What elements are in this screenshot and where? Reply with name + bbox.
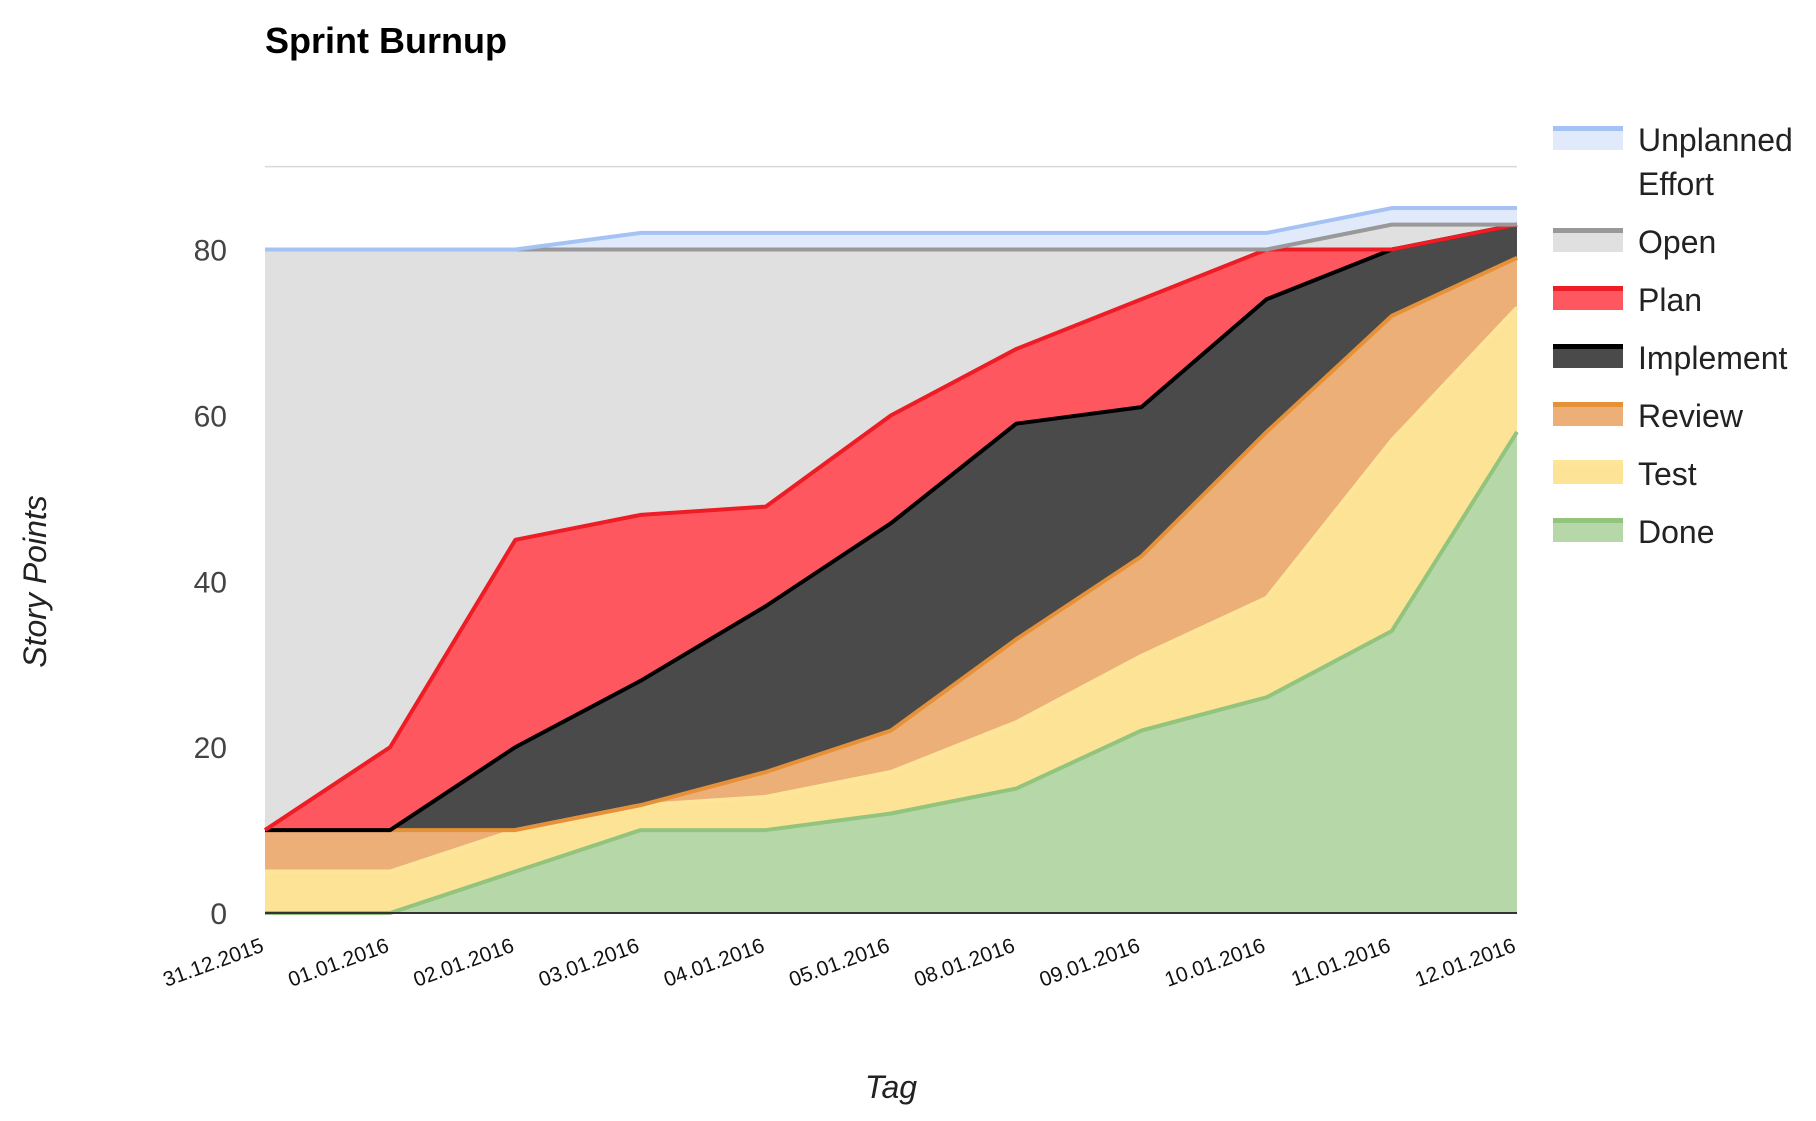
x-tick-label: 01.01.2016 xyxy=(285,934,392,992)
legend-label: Open xyxy=(1638,224,1717,260)
area-review xyxy=(265,257,1517,872)
x-axis-title: Tag xyxy=(865,1069,917,1105)
area-open xyxy=(265,224,1517,831)
line-test xyxy=(265,306,1519,874)
legend-swatch xyxy=(1553,402,1623,426)
y-tick-label: 80 xyxy=(194,235,227,268)
line-plan xyxy=(263,222,1518,832)
y-tick-label: 0 xyxy=(210,898,227,931)
y-tick-label: 60 xyxy=(194,400,227,433)
series-areas xyxy=(265,208,1517,914)
legend-item: Implement xyxy=(1553,336,1813,380)
legend-swatch xyxy=(1553,460,1623,484)
y-axis-title: Story Points xyxy=(17,495,53,668)
legend-swatch xyxy=(1553,126,1623,150)
x-tick-label: 09.01.2016 xyxy=(1036,934,1143,992)
x-tick-label: 05.01.2016 xyxy=(786,934,893,992)
x-tick-label: 11.01.2016 xyxy=(1288,934,1393,991)
legend-item: Test xyxy=(1553,452,1813,496)
legend-item: Unplanned Effort xyxy=(1553,118,1813,206)
legend-label: Done xyxy=(1638,514,1715,550)
x-tick-labels: 31.12.2015 01.01.2016 02.01.2016 03.01.2016… xyxy=(160,934,1519,992)
legend-swatch xyxy=(1553,518,1623,542)
legend-item: Plan xyxy=(1553,278,1813,322)
legend-label: Unplanned Effort xyxy=(1638,122,1793,202)
area-test xyxy=(265,307,1517,914)
legend: Unplanned Effort Open Plan Implement Review T… xyxy=(1553,118,1813,568)
legend-label: Test xyxy=(1638,456,1697,492)
legend-swatch xyxy=(1553,344,1623,368)
line-implement xyxy=(265,222,1518,833)
legend-label: Review xyxy=(1638,398,1743,434)
area-implement xyxy=(265,224,1517,831)
y-tick-label: 40 xyxy=(194,566,227,599)
x-tick-label: 03.01.2016 xyxy=(536,934,643,992)
area-plan xyxy=(265,224,1517,831)
x-tick-label: 31.12.2015 xyxy=(160,934,267,992)
y-tick-labels: 0 20 40 60 80 xyxy=(194,235,227,931)
y-tick-label: 20 xyxy=(194,732,227,765)
x-tick-label: 02.01.2016 xyxy=(410,934,517,992)
area-unplanned-effort xyxy=(265,208,1517,250)
series-lines xyxy=(263,206,1519,915)
area-done xyxy=(265,431,1517,913)
legend-swatch xyxy=(1553,228,1623,252)
x-tick-label: 08.01.2016 xyxy=(911,934,1018,992)
x-tick-label: 12.01.2016 xyxy=(1412,934,1519,992)
line-review xyxy=(265,256,1518,833)
x-tick-label: 10.01.2016 xyxy=(1162,934,1269,992)
legend-item: Done xyxy=(1553,510,1813,554)
x-tick-label: 04.01.2016 xyxy=(661,934,768,992)
legend-label: Implement xyxy=(1638,340,1788,376)
legend-label: Plan xyxy=(1638,282,1703,318)
legend-item: Review xyxy=(1553,394,1813,438)
line-unplanned-effort xyxy=(265,206,1517,252)
legend-swatch xyxy=(1553,286,1623,310)
chart-title: Sprint Burnup xyxy=(265,20,507,61)
line-done xyxy=(265,430,1519,915)
legend-item: Open xyxy=(1553,220,1813,264)
